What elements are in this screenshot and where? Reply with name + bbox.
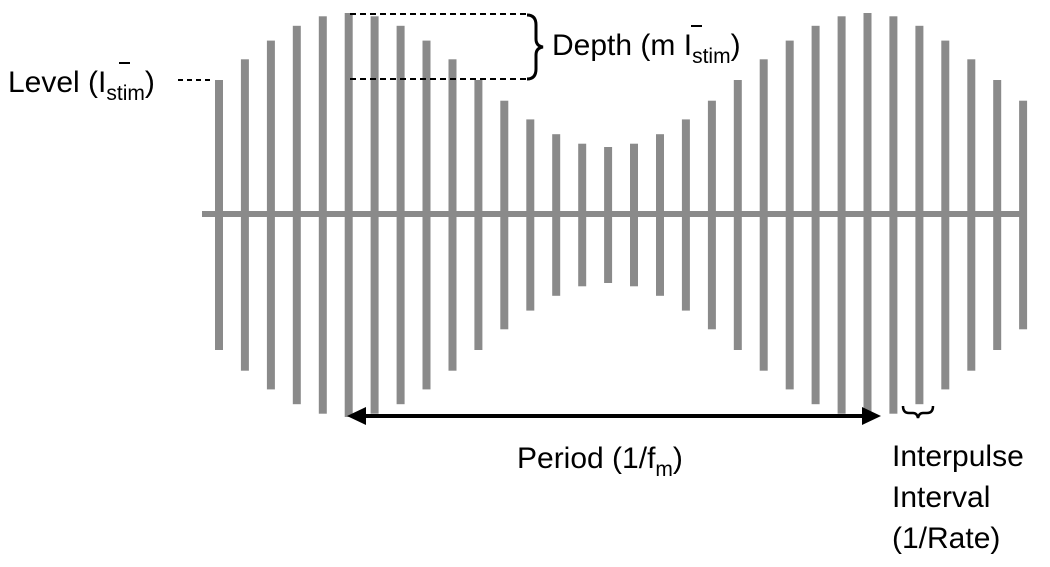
pulse-bar	[915, 25, 924, 405]
period-label: Period (1/fm)	[517, 442, 683, 481]
pulse-bar	[396, 25, 405, 405]
pulse-bar	[993, 80, 1002, 350]
pulse-bar	[344, 13, 353, 417]
pulse-bar	[240, 59, 249, 371]
pulse-bar	[578, 143, 587, 287]
pulse-bar	[889, 16, 898, 414]
pulse-bar	[266, 40, 275, 390]
pulse-bar	[552, 134, 561, 296]
pulse-train	[215, 13, 1028, 417]
pulse-bar	[681, 119, 690, 311]
pulse-bar	[630, 143, 638, 287]
pulse-bar	[863, 13, 872, 417]
pulse-bar	[474, 80, 483, 350]
pulse-bar	[733, 80, 742, 350]
pulse-bar	[759, 59, 768, 371]
depth-label: Depth (m Istim)	[552, 29, 741, 68]
period-arrowhead-left	[347, 407, 366, 425]
pulse-bar	[318, 16, 327, 414]
pulse-bar	[370, 16, 379, 414]
pulse-bar	[785, 40, 794, 390]
depth-curly-brace	[526, 13, 544, 81]
pulse-bar	[967, 59, 976, 371]
pulse-bar	[292, 25, 301, 405]
pulse-bar	[837, 16, 846, 414]
interpulse-curly-brace	[901, 405, 935, 419]
pulse-bar	[422, 40, 431, 390]
level-label: Level (Istim)	[8, 66, 155, 105]
pulse-bar	[707, 100, 716, 330]
interpulse-annotation: Interpulse Interval (1/Rate)	[892, 405, 1032, 555]
interpulse-label: Interpulse Interval (1/Rate)	[892, 440, 1032, 555]
pulse-bar	[1019, 100, 1028, 330]
depth-annotation: Depth (m Istim)	[350, 13, 741, 81]
pulse-bar	[811, 25, 820, 405]
pulse-bar	[941, 40, 950, 390]
pulse-bar	[526, 119, 535, 311]
pulse-bar	[448, 59, 457, 371]
pulse-bar	[656, 134, 664, 296]
pulse-bar	[500, 100, 509, 330]
level-annotation: Level (Istim)	[8, 62, 214, 105]
period-annotation: Period (1/fm)	[347, 407, 881, 481]
period-arrowhead-right	[862, 407, 881, 425]
pulse-bar	[604, 147, 613, 283]
pulse-bar	[215, 80, 223, 350]
